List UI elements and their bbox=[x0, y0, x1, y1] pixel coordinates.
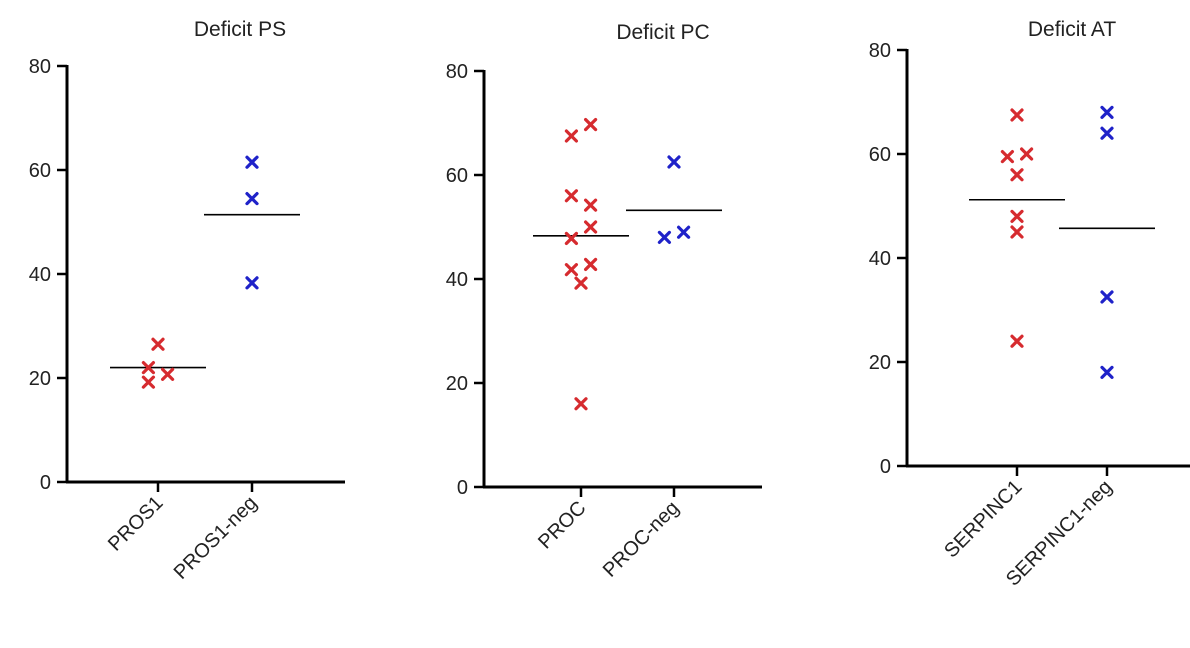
data-point bbox=[245, 192, 259, 206]
data-point-stroke bbox=[564, 189, 579, 203]
data-point-stroke bbox=[245, 155, 259, 169]
x-tick-label: PROS1 bbox=[104, 492, 168, 556]
y-tick-label: 0 bbox=[40, 472, 51, 494]
y-tick-label: 20 bbox=[446, 373, 468, 395]
y-tick-label: 60 bbox=[446, 165, 468, 187]
data-point bbox=[245, 276, 259, 290]
data-point bbox=[1019, 147, 1034, 161]
chart-title: Deficit AT bbox=[1028, 18, 1116, 41]
data-point-stroke bbox=[564, 129, 579, 143]
x-tick-label: PROS1-neg bbox=[170, 492, 262, 584]
chart-title: Deficit PC bbox=[616, 21, 709, 44]
y-tick-label: 20 bbox=[869, 352, 891, 374]
y-tick-label: 0 bbox=[880, 456, 891, 478]
chart-panel-1: Deficit PS 0 20 40 60 80 PROS1 PROS1-neg bbox=[29, 18, 345, 584]
data-point-stroke bbox=[676, 225, 691, 239]
data-point bbox=[1010, 225, 1024, 239]
data-point bbox=[564, 263, 579, 277]
data-point-stroke bbox=[1100, 365, 1114, 379]
y-tick-label: 60 bbox=[869, 144, 891, 166]
data-point-stroke bbox=[564, 231, 579, 246]
chart-title: Deficit PS bbox=[194, 18, 286, 41]
data-point bbox=[1100, 290, 1114, 304]
data-point bbox=[1010, 209, 1024, 223]
y-tick-label: 80 bbox=[446, 61, 468, 83]
y-tick-label: 40 bbox=[29, 264, 51, 286]
y-tick-label: 60 bbox=[29, 160, 51, 182]
data-point bbox=[1010, 334, 1024, 348]
data-point-stroke bbox=[583, 117, 598, 132]
chart-panel-2: Deficit PC 0 20 40 60 80 PROC PROC-neg bbox=[446, 21, 762, 582]
data-point-stroke bbox=[1000, 150, 1015, 164]
data-point bbox=[657, 230, 672, 244]
data-point bbox=[574, 397, 588, 411]
data-point bbox=[583, 117, 598, 132]
data-point bbox=[141, 375, 155, 389]
y-tick-label: 40 bbox=[869, 248, 891, 270]
data-point-stroke bbox=[1010, 168, 1024, 182]
data-point bbox=[245, 155, 259, 169]
data-point bbox=[676, 225, 691, 239]
data-point-stroke bbox=[667, 155, 681, 169]
data-point-stroke bbox=[657, 230, 672, 244]
data-point-stroke bbox=[1100, 290, 1114, 304]
data-point-stroke bbox=[161, 367, 175, 381]
data-point-stroke bbox=[1019, 147, 1034, 161]
data-point-stroke bbox=[245, 276, 259, 290]
y-tick-label: 20 bbox=[29, 368, 51, 390]
y-tick-label: 80 bbox=[29, 56, 51, 78]
data-point-stroke bbox=[1010, 225, 1024, 239]
data-point bbox=[1010, 168, 1024, 182]
data-point bbox=[583, 220, 598, 234]
data-point-stroke bbox=[1010, 334, 1024, 348]
data-point-stroke bbox=[1010, 209, 1024, 223]
y-tick-label: 0 bbox=[457, 477, 468, 499]
y-tick-label: 80 bbox=[869, 40, 891, 62]
data-point-stroke bbox=[245, 192, 259, 206]
data-point bbox=[583, 198, 598, 212]
y-tick-label: 40 bbox=[446, 269, 468, 291]
data-point bbox=[667, 155, 681, 169]
data-point bbox=[151, 337, 165, 351]
data-point bbox=[583, 257, 598, 272]
data-point bbox=[1000, 150, 1015, 164]
data-point bbox=[574, 276, 588, 290]
data-point bbox=[141, 361, 155, 375]
data-point-stroke bbox=[564, 263, 579, 277]
data-point-stroke bbox=[583, 220, 598, 234]
data-point-stroke bbox=[1100, 126, 1114, 140]
data-point-stroke bbox=[151, 337, 165, 351]
data-point bbox=[564, 189, 579, 203]
data-point bbox=[161, 367, 175, 381]
x-tick-label: SERPINC1 bbox=[940, 476, 1026, 562]
data-point bbox=[1100, 105, 1114, 120]
data-point-stroke bbox=[1100, 105, 1114, 120]
data-point-stroke bbox=[583, 257, 598, 272]
data-point-stroke bbox=[1010, 108, 1024, 122]
x-tick-label: PROC-neg bbox=[599, 497, 684, 582]
data-point bbox=[1100, 365, 1114, 379]
data-point-stroke bbox=[141, 361, 155, 375]
data-point-stroke bbox=[141, 375, 155, 389]
data-point bbox=[564, 231, 579, 246]
data-point bbox=[564, 129, 579, 143]
data-point bbox=[1010, 108, 1024, 122]
data-point-stroke bbox=[574, 397, 588, 411]
data-point bbox=[1100, 126, 1114, 140]
x-tick-label: PROC bbox=[534, 497, 590, 553]
data-point-stroke bbox=[583, 198, 598, 212]
data-point-stroke bbox=[574, 276, 588, 290]
